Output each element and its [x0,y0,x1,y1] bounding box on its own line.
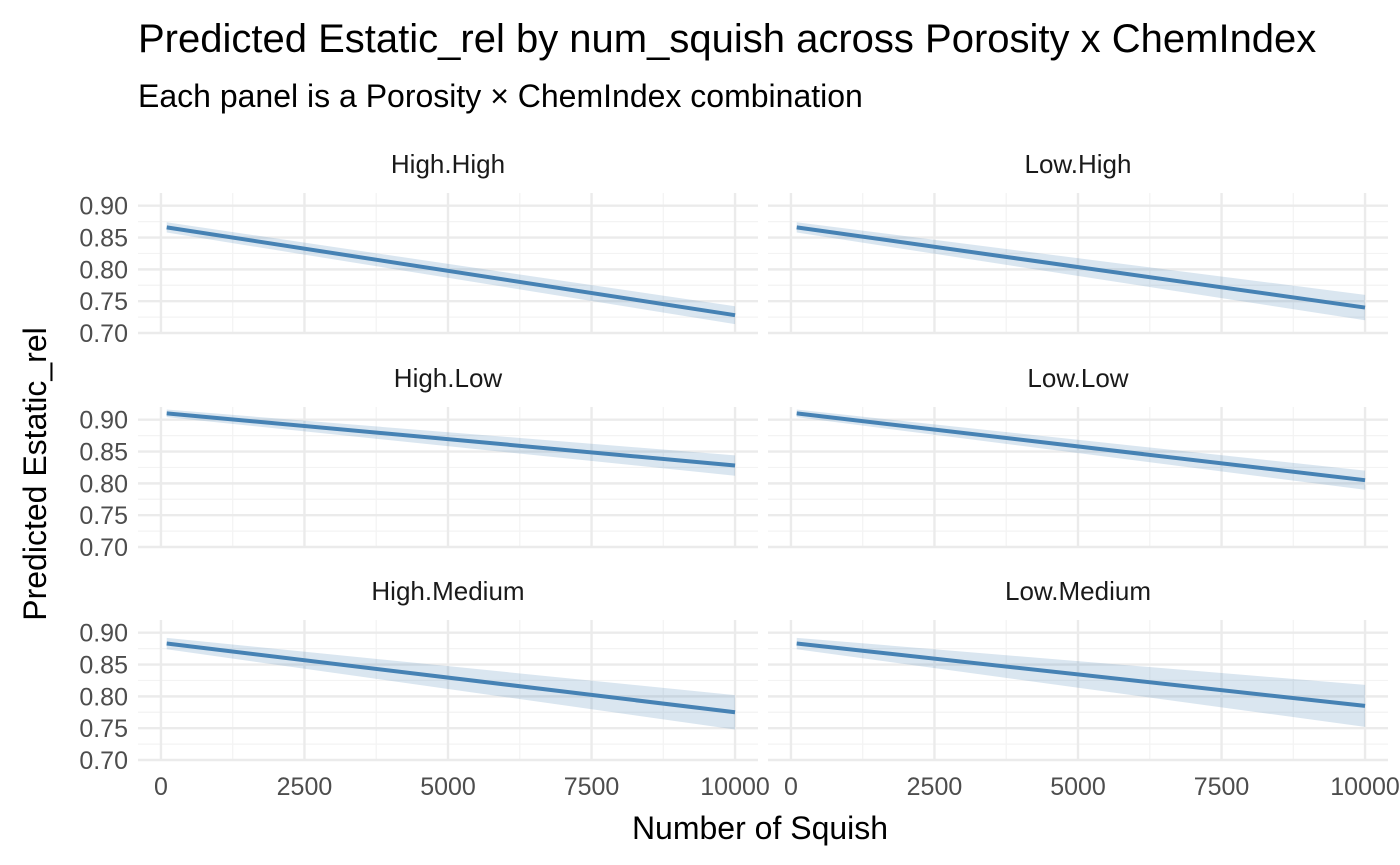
x-tick-label: 5000 [1050,773,1106,801]
y-tick-label: 0.90 [79,407,128,435]
y-tick-label: 0.70 [79,534,128,562]
facet-strip-label: Low.Low [1027,363,1128,393]
y-tick-label: 0.70 [79,320,128,348]
facet-panel-high-medium: High.Medium 0.70 0.75 0.80 0.85 0.90 0 2500 5000… [79,576,769,801]
x-tick-label: 7500 [1194,773,1250,801]
y-tick-label: 0.70 [79,747,128,775]
x-tick-label: 5000 [420,773,476,801]
y-tick-label: 0.80 [79,470,128,498]
fitted-line [166,225,736,318]
facet-panel-low-medium: Low.Medium 0 2500 5000 7500 10000 [768,576,1400,801]
y-tick-label: 0.90 [79,620,128,648]
facet-panel-high-high: High.High 0.70 0.75 0.80 0.85 0.90 [79,149,758,348]
y-axis-title: Predicted Estatic_rel [17,327,53,620]
x-tick-label: 0 [784,773,798,801]
chart-title: Predicted Estatic_rel by num_squish acro… [138,17,1316,61]
confidence-ribbon [166,637,736,730]
y-tick-label: 0.85 [79,652,128,680]
facet-panels: High.High 0.70 0.75 0.80 0.85 0.90 Low.High Hig… [79,149,1399,801]
fitted-line [796,641,1366,708]
facet-panel-high-low: High.Low 0.70 0.75 0.80 0.85 0.90 [79,363,758,562]
facet-panel-low-low: Low.Low [768,363,1388,549]
y-tick-label: 0.75 [79,715,128,743]
facet-strip-label: High.Low [394,363,503,393]
facet-strip-label: Low.Medium [1005,576,1151,606]
x-tick-label: 10000 [700,773,770,801]
y-tick-label: 0.85 [79,439,128,467]
y-tick-label: 0.90 [79,193,128,221]
y-tick-label: 0.85 [79,225,128,253]
facet-strip-label: High.High [391,149,505,179]
y-tick-label: 0.80 [79,683,128,711]
x-tick-label: 0 [154,773,168,801]
facet-strip-label: Low.High [1025,149,1132,179]
x-tick-label: 7500 [564,773,620,801]
chart-subtitle: Each panel is a Porosity × ChemIndex com… [138,78,863,114]
y-tick-label: 0.80 [79,256,128,284]
x-tick-label: 2500 [277,773,333,801]
fitted-line [796,225,1366,310]
facet-strip-label: High.Medium [371,576,524,606]
x-tick-label: 10000 [1330,773,1400,801]
fitted-line [166,641,736,715]
y-tick-label: 0.75 [79,288,128,316]
facet-panel-low-high: Low.High [768,149,1388,335]
fitted-line [796,411,1366,483]
x-tick-label: 2500 [907,773,963,801]
fitted-line [166,411,736,468]
y-tick-label: 0.75 [79,502,128,530]
x-axis-title: Number of Squish [632,810,888,846]
